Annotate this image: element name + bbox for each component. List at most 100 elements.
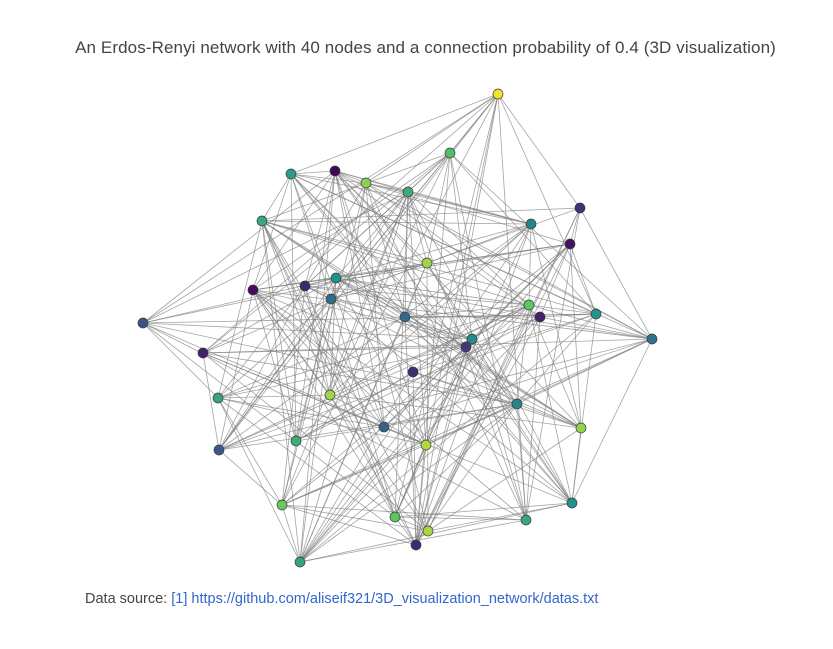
network-edge	[415, 346, 467, 546]
network-edge	[304, 170, 336, 287]
network-node[interactable]	[299, 280, 311, 292]
network-edge	[202, 352, 518, 405]
network-node[interactable]	[525, 218, 537, 230]
network-edge	[330, 243, 571, 300]
network-edge	[217, 316, 406, 399]
network-node[interactable]	[523, 299, 535, 311]
network-edge	[281, 298, 332, 506]
network-node[interactable]	[137, 317, 149, 329]
network-edge	[261, 220, 385, 428]
network-edge	[217, 397, 301, 563]
network-node[interactable]	[247, 284, 259, 296]
network-node[interactable]	[410, 539, 422, 551]
network-edge	[218, 285, 306, 451]
network-node[interactable]	[360, 177, 372, 189]
network-node[interactable]	[534, 311, 546, 323]
network-edge	[383, 304, 530, 428]
network-node[interactable]	[285, 168, 297, 180]
network-edge	[281, 504, 527, 521]
network-edge	[471, 338, 573, 504]
network-edge	[329, 394, 582, 429]
network-node[interactable]	[399, 311, 411, 323]
network-edge	[404, 316, 417, 546]
network-edge	[304, 285, 396, 518]
network-edge	[218, 304, 530, 451]
network-node[interactable]	[444, 147, 456, 159]
network-edge	[142, 262, 428, 324]
network-node[interactable]	[329, 165, 341, 177]
network-node[interactable]	[511, 398, 523, 410]
network-node[interactable]	[294, 556, 306, 568]
network-edge	[299, 313, 597, 563]
network-node[interactable]	[460, 341, 472, 353]
network-edge	[539, 316, 653, 340]
network-node[interactable]	[574, 202, 586, 214]
network-edge	[217, 397, 385, 428]
network-edge	[202, 346, 467, 354]
data-source-link-label[interactable]: [1]	[171, 591, 188, 607]
network-edge	[415, 403, 518, 546]
network-edge	[569, 207, 581, 245]
network-edge	[407, 191, 532, 225]
network-node[interactable]	[378, 421, 390, 433]
network-edge	[290, 93, 499, 175]
network-edge	[427, 304, 530, 532]
network-node[interactable]	[325, 293, 337, 305]
network-node[interactable]	[402, 186, 414, 198]
network-edge	[394, 444, 427, 518]
network-node[interactable]	[566, 497, 578, 509]
network-edge	[334, 170, 518, 405]
network-node[interactable]	[520, 514, 532, 526]
network-edge	[299, 316, 541, 563]
network-edge	[217, 397, 417, 546]
network-node[interactable]	[197, 347, 209, 359]
network-edge	[261, 220, 428, 264]
network-node[interactable]	[276, 499, 288, 511]
network-edge	[218, 223, 532, 451]
network-node[interactable]	[389, 511, 401, 523]
network-edge	[579, 207, 653, 340]
network-node[interactable]	[590, 308, 602, 320]
network-node[interactable]	[646, 333, 658, 345]
network-edge	[290, 170, 336, 175]
network-edge	[295, 371, 414, 442]
network-edge	[365, 93, 499, 184]
data-source-url[interactable]: https://github.com/aliseif321/3D_visuali…	[191, 591, 599, 607]
network-edge	[261, 220, 301, 563]
network-edge	[299, 170, 336, 563]
network-edge	[304, 191, 409, 287]
network-node[interactable]	[407, 366, 419, 378]
network-node[interactable]	[492, 88, 504, 100]
network-node[interactable]	[212, 392, 224, 404]
network-edge	[530, 223, 582, 429]
network-edge	[528, 223, 532, 306]
network-node[interactable]	[290, 435, 302, 447]
network-edge	[218, 403, 518, 451]
network-edge	[281, 504, 417, 546]
network-node[interactable]	[564, 238, 576, 250]
network-node[interactable]	[466, 333, 478, 345]
network-node[interactable]	[324, 389, 336, 401]
network-edge	[299, 277, 337, 563]
network-node[interactable]	[330, 272, 342, 284]
network-edge	[217, 346, 467, 399]
network-edge	[427, 502, 573, 532]
network-node[interactable]	[421, 257, 433, 269]
network-edge	[415, 93, 499, 546]
network-node[interactable]	[213, 444, 225, 456]
network-node[interactable]	[256, 215, 268, 227]
network-edge	[516, 313, 597, 405]
network-edge	[404, 304, 530, 318]
network-edge	[202, 352, 429, 532]
network-node[interactable]	[575, 422, 587, 434]
network-edge	[290, 173, 367, 184]
network-edge	[202, 298, 332, 354]
network-edge	[218, 298, 332, 451]
network-edge	[449, 152, 597, 315]
network-edge	[202, 352, 427, 446]
network-node[interactable]	[422, 525, 434, 537]
network-node[interactable]	[420, 439, 432, 451]
network-edge	[217, 394, 331, 399]
network-edge	[465, 316, 541, 348]
